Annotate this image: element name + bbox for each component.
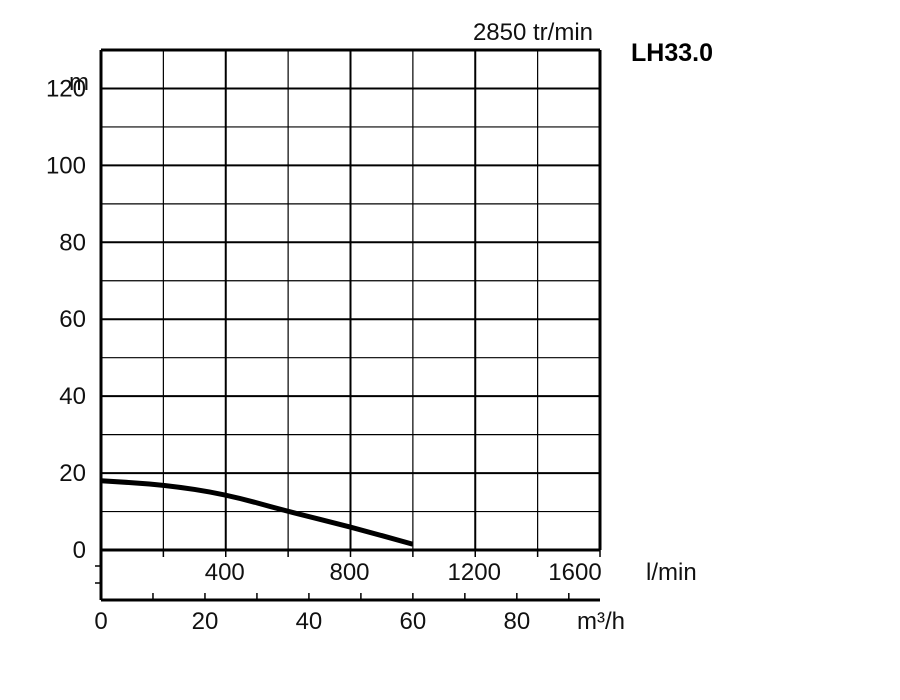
x-axis-unit-lmin: l/min xyxy=(646,559,697,586)
x-tick-label-lmin: 1600 xyxy=(548,559,601,586)
subtitle: 2850 tr/min xyxy=(473,19,593,46)
y-tick-label: 40 xyxy=(59,383,86,410)
x-tick-label-m3h: 80 xyxy=(503,608,530,635)
x-tick-label-m3h: 40 xyxy=(296,608,323,635)
axes xyxy=(95,48,602,602)
grid xyxy=(101,50,600,550)
x-tick-label-m3h: 60 xyxy=(400,608,427,635)
x-tick-label-lmin: 800 xyxy=(329,559,369,586)
y-tick-label: 100 xyxy=(46,152,86,179)
y-axis-unit-label: m xyxy=(69,69,89,96)
y-tick-label: 80 xyxy=(59,229,86,256)
chart-title: LH33.0 xyxy=(631,39,713,67)
x-tick-label-lmin: 1200 xyxy=(448,559,501,586)
series-line-0 xyxy=(100,478,414,547)
y-tick-label: 0 xyxy=(73,537,86,564)
y-tick-label: 60 xyxy=(59,306,86,333)
y-tick-label: 20 xyxy=(59,460,86,487)
x-tick-label-m3h: 0 xyxy=(94,608,107,635)
x-tick-label-m3h: 20 xyxy=(192,608,219,635)
x-tick-label-lmin: 400 xyxy=(205,559,245,586)
x-axis-unit-m3h: m³/h xyxy=(577,608,625,635)
labels: 2850 tr/min LH33.0 m l/min m³/h 0 20 40 60 8… xyxy=(46,19,713,635)
curve-layer xyxy=(100,478,414,547)
y-tick-label: 120 xyxy=(46,75,86,102)
